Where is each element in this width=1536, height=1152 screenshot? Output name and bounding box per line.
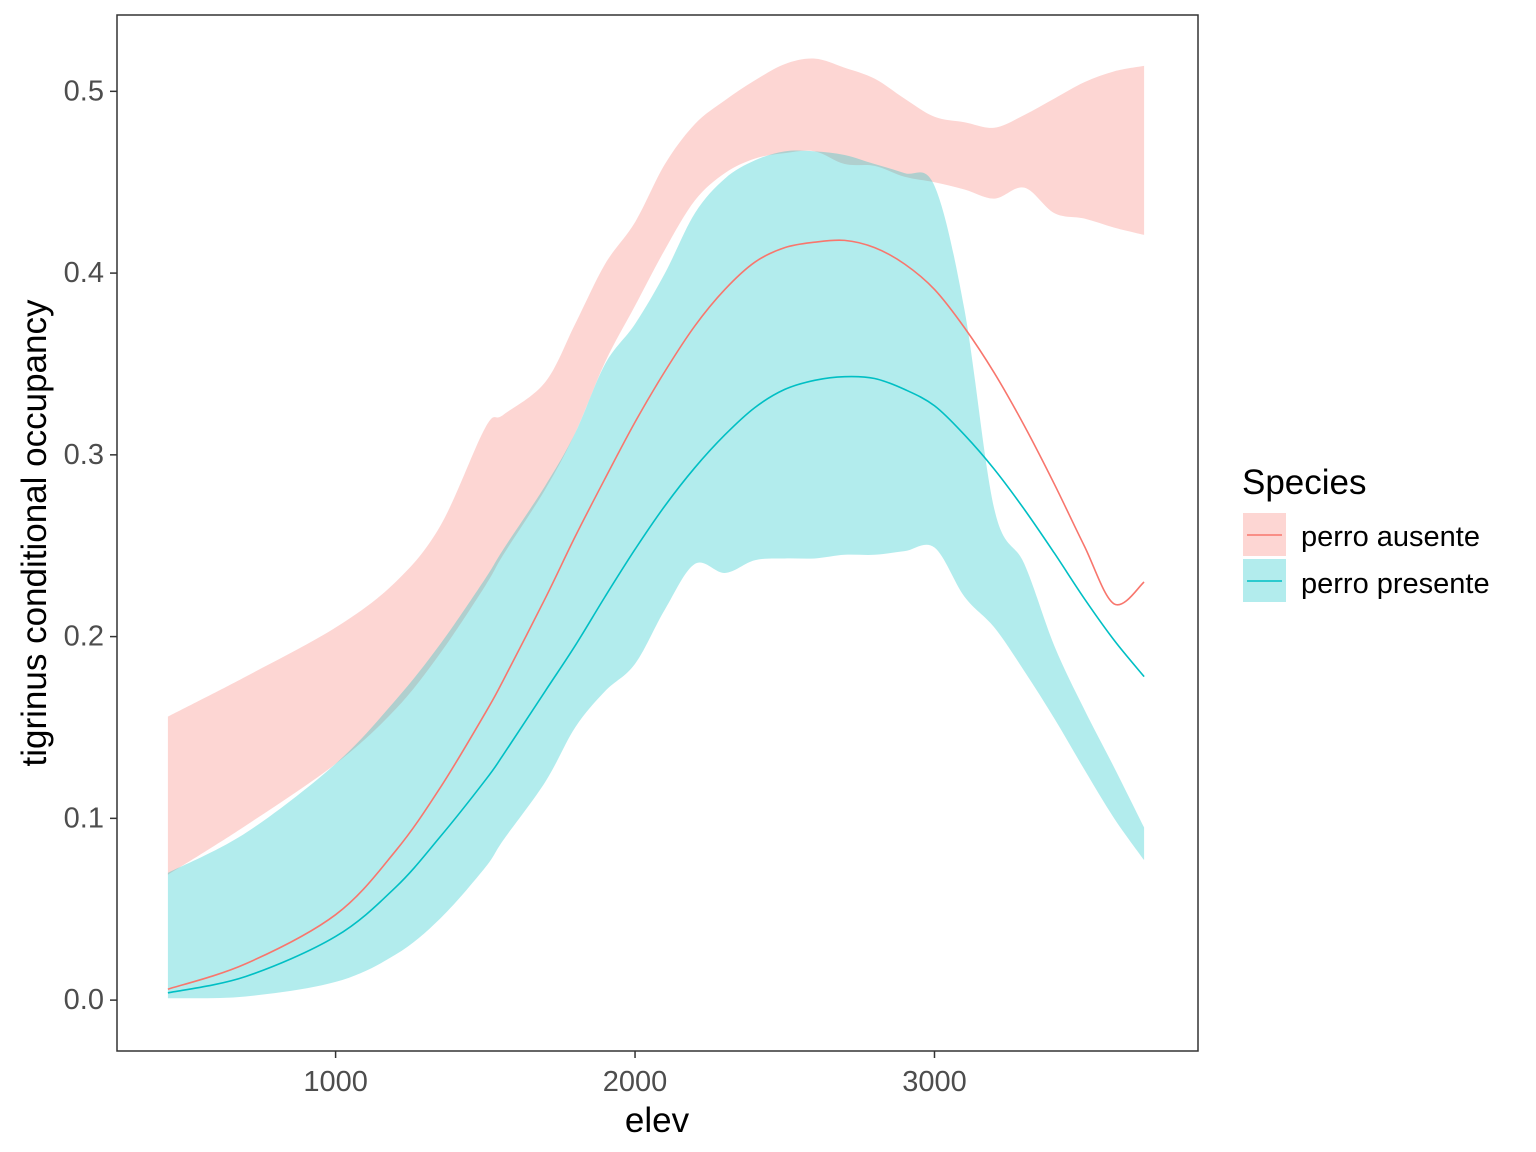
y-tick-label: 0.3 (64, 439, 104, 471)
y-axis: 0.0 0.1 0.2 0.3 0.4 0.5 tigrinus conditi… (15, 75, 117, 1016)
y-tick-label: 0.4 (64, 257, 104, 289)
x-tick-label: 3000 (902, 1066, 967, 1098)
legend-item-perro-ausente: perro ausente (1243, 513, 1480, 556)
x-axis: 1000 2000 3000 elev (303, 1051, 967, 1140)
legend-item-perro-presente: perro presente (1243, 559, 1490, 602)
line-layer (167, 239, 1145, 994)
y-tick-label: 0.2 (64, 621, 104, 653)
y-tick-label: 0.1 (64, 802, 104, 834)
y-axis-title: tigrinus conditional occupancy (15, 299, 54, 766)
x-tick-label: 2000 (603, 1066, 668, 1098)
confidence-band-perro-presente (167, 150, 1145, 999)
legend-title: Species (1242, 463, 1367, 502)
ribbon-layer (167, 58, 1145, 999)
plot-panel-border (116, 14, 1199, 1052)
y-tick-label: 0.0 (64, 984, 104, 1016)
confidence-band-perro-ausente (167, 58, 1145, 875)
x-tick-label: 1000 (303, 1066, 368, 1098)
legend-label-perro-ausente: perro ausente (1301, 521, 1480, 553)
y-tick-label: 0.5 (64, 75, 104, 107)
legend: Species perro ausente perro presente (1242, 463, 1490, 602)
series-line-perro-ausente (167, 239, 1145, 990)
x-axis-title: elev (625, 1101, 690, 1140)
legend-label-perro-presente: perro presente (1301, 568, 1490, 600)
series-line-perro-presente (167, 375, 1145, 994)
